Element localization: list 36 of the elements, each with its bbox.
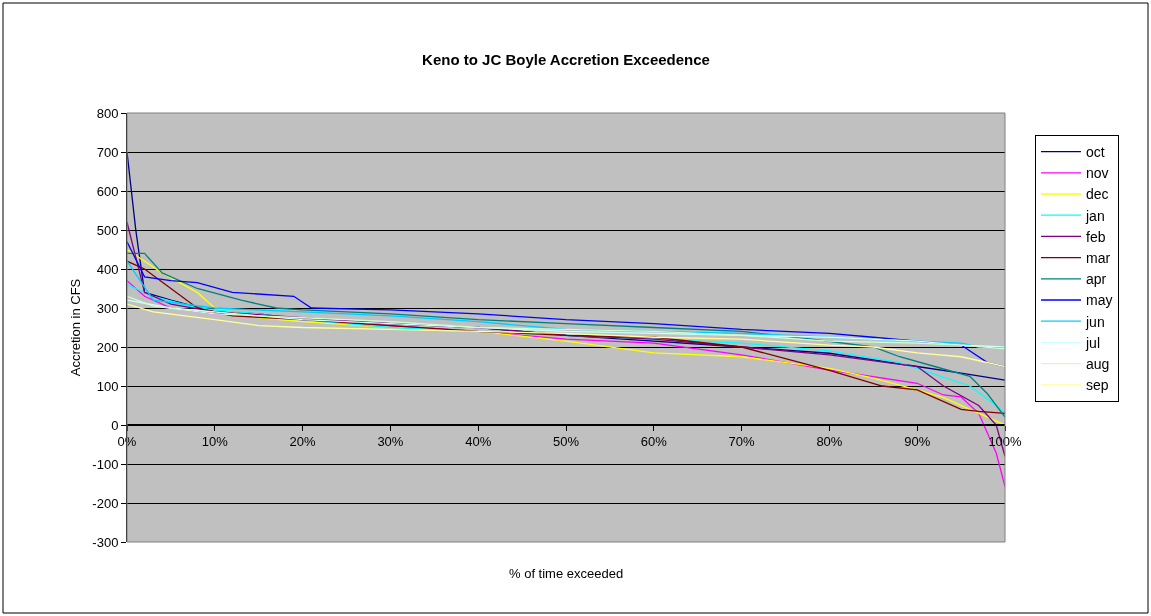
y-tick-label: 0 [111,417,119,433]
y-tick-label: 400 [96,261,119,277]
y-tick-label: -200 [92,495,119,511]
x-tick-label: 10% [201,434,229,450]
x-axis-title: % of time exceeded [509,566,624,581]
legend-label: dec [1086,186,1109,203]
legend-label: jun [1085,313,1105,330]
legend-label: may [1086,292,1113,309]
y-tick-label: 600 [96,183,119,199]
x-tick-label: 30% [377,434,404,450]
y-tick-label: 700 [96,144,119,160]
legend-label: jul [1085,334,1101,351]
y-tick-label: 300 [96,300,119,316]
x-tick-label: 80% [816,434,843,450]
y-tick-label: -100 [92,456,119,472]
y-axis-title: Accretion in CFS [68,278,84,377]
chart-title: Keno to JC Boyle Accretion Exceedence [422,51,710,69]
y-tick-label: 200 [96,339,119,355]
x-tick-label: 60% [640,434,668,450]
legend-label: feb [1086,228,1106,245]
y-tick-label: 100 [96,378,119,394]
x-tick-label: 50% [552,434,580,450]
legend-label: mar [1086,250,1111,267]
x-tick-label: 40% [465,434,492,450]
legend-label: nov [1086,165,1109,182]
legend-label: oct [1086,144,1105,161]
x-tick-label: 90% [904,434,931,450]
legend-label: sep [1086,377,1109,394]
x-tick-label: 20% [289,434,317,450]
y-tick-label: 800 [96,105,119,121]
x-tick-label: 70% [728,434,756,450]
y-tick-label: -300 [92,534,119,550]
y-tick-label: 500 [96,222,119,238]
legend-label: apr [1086,271,1107,288]
legend-label: aug [1086,356,1110,373]
legend-label: jan [1085,207,1105,224]
